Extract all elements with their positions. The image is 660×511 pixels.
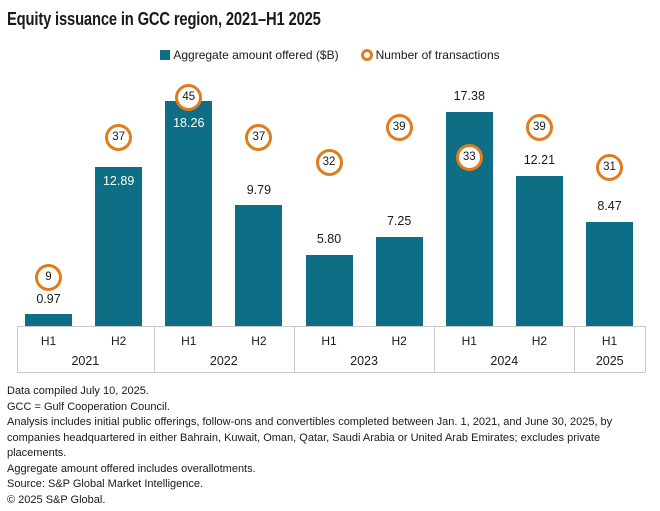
bar-value-label-h2-2024: 12.21: [523, 153, 556, 168]
bar-h2-2023: [375, 236, 423, 326]
x-tick-h1-2021: H1: [40, 334, 57, 348]
transactions-badge-h2-2023: 39: [385, 113, 413, 141]
bar-h2-2021: [95, 167, 143, 326]
x-tick-h2-2021: H2: [110, 334, 127, 348]
transactions-badge-h2-2021: 37: [105, 123, 133, 151]
bar-h1-2023: [305, 254, 353, 326]
x-tick-h1-2022: H1: [181, 334, 197, 348]
legend-label-aggregate-amount: Aggregate amount offered ($B): [173, 48, 339, 62]
x-group-label-2021: 2021: [71, 353, 100, 368]
footnote-line-6: © 2025 S&P Global.: [7, 493, 106, 506]
footnote-line-4: Aggregate amount offered includes overal…: [7, 462, 256, 475]
legend-label-transactions: Number of transactions: [375, 48, 500, 62]
legend-item-aggregate-amount: Aggregate amount offered ($B): [160, 48, 339, 62]
x-group-label-2023: 2023: [350, 353, 378, 368]
bar-value-label-h2-2022: 9.79: [246, 182, 272, 197]
transactions-badge-h1-2021: 9: [35, 263, 62, 291]
bar-value-label-h1-2021: 0.97: [36, 291, 61, 306]
transactions-badge-h1-2023: 32: [315, 148, 343, 176]
chart-title: Equity issuance in GCC region, 2021–H1 2…: [7, 9, 321, 29]
x-axis-bottom-border: [17, 372, 645, 373]
legend-item-transactions: Number of transactions: [360, 48, 500, 62]
x-tick-h2-2024: H2: [531, 334, 548, 348]
x-tick-h2-2023: H2: [391, 334, 407, 348]
transactions-badge-h2-2022: 37: [245, 123, 273, 151]
transactions-badge-h1-2024: 33: [455, 143, 483, 171]
bar-h1-2021: [25, 314, 72, 326]
x-tick-h2-2022: H2: [251, 334, 267, 348]
transactions-badge-h1-2025: 31: [596, 153, 623, 181]
footnote-line-2: GCC = Gulf Cooperation Council.: [7, 400, 170, 413]
x-axis-divider-1: [153, 326, 155, 372]
bar-h2-2022: [235, 205, 283, 326]
plot-area: 9 37 45 37 32 39 33 39 31 0.97 12.89 18.26 9.79 5.80 7…: [17, 83, 646, 373]
x-axis-divider-2: [293, 326, 295, 372]
bar-value-label-h1-2025: 8.47: [597, 199, 622, 214]
x-axis-divider-4: [574, 326, 576, 372]
footnote-line-3: Analysis includes initial public offerin…: [7, 416, 613, 459]
bar-h1-2025: [586, 221, 633, 326]
x-axis-divider-5: [645, 326, 646, 372]
x-tick-h1-2025: H1: [601, 334, 618, 348]
transactions-badge-h2-2024: 39: [525, 113, 553, 141]
footnotes: Data compiled July 10, 2025. GCC = Gulf C…: [7, 384, 655, 508]
bar-value-label-h1-2023: 5.80: [316, 232, 342, 247]
x-group-label-2022: 2022: [209, 353, 238, 368]
bar-value-label-h2-2021: 12.89: [102, 174, 135, 189]
x-group-label-2025: 2025: [595, 353, 624, 368]
x-tick-h1-2023: H1: [321, 334, 337, 348]
legend-ring-swatch-icon: [360, 49, 373, 61]
footnote-line-1: Data compiled July 10, 2025.: [7, 385, 149, 397]
footnote-line-5: Source: S&P Global Market Intelligence.: [7, 478, 204, 490]
bar-h2-2024: [515, 175, 563, 326]
bar-h1-2022: [165, 101, 213, 326]
bar-value-label-h1-2024: 17.38: [453, 89, 485, 104]
bar-value-label-h1-2022: 18.26: [173, 115, 205, 130]
x-axis-divider-0: [17, 326, 18, 372]
legend-bar-swatch-icon: [160, 50, 171, 60]
transactions-badge-h1-2022: 45: [175, 83, 203, 111]
x-tick-h1-2024: H1: [461, 334, 477, 348]
bar-value-label-h2-2023: 7.25: [386, 214, 412, 229]
legend: Aggregate amount offered ($B) Number of …: [0, 48, 660, 62]
x-group-label-2024: 2024: [490, 353, 519, 368]
x-axis-baseline: [17, 326, 645, 327]
x-axis-divider-3: [434, 326, 436, 372]
